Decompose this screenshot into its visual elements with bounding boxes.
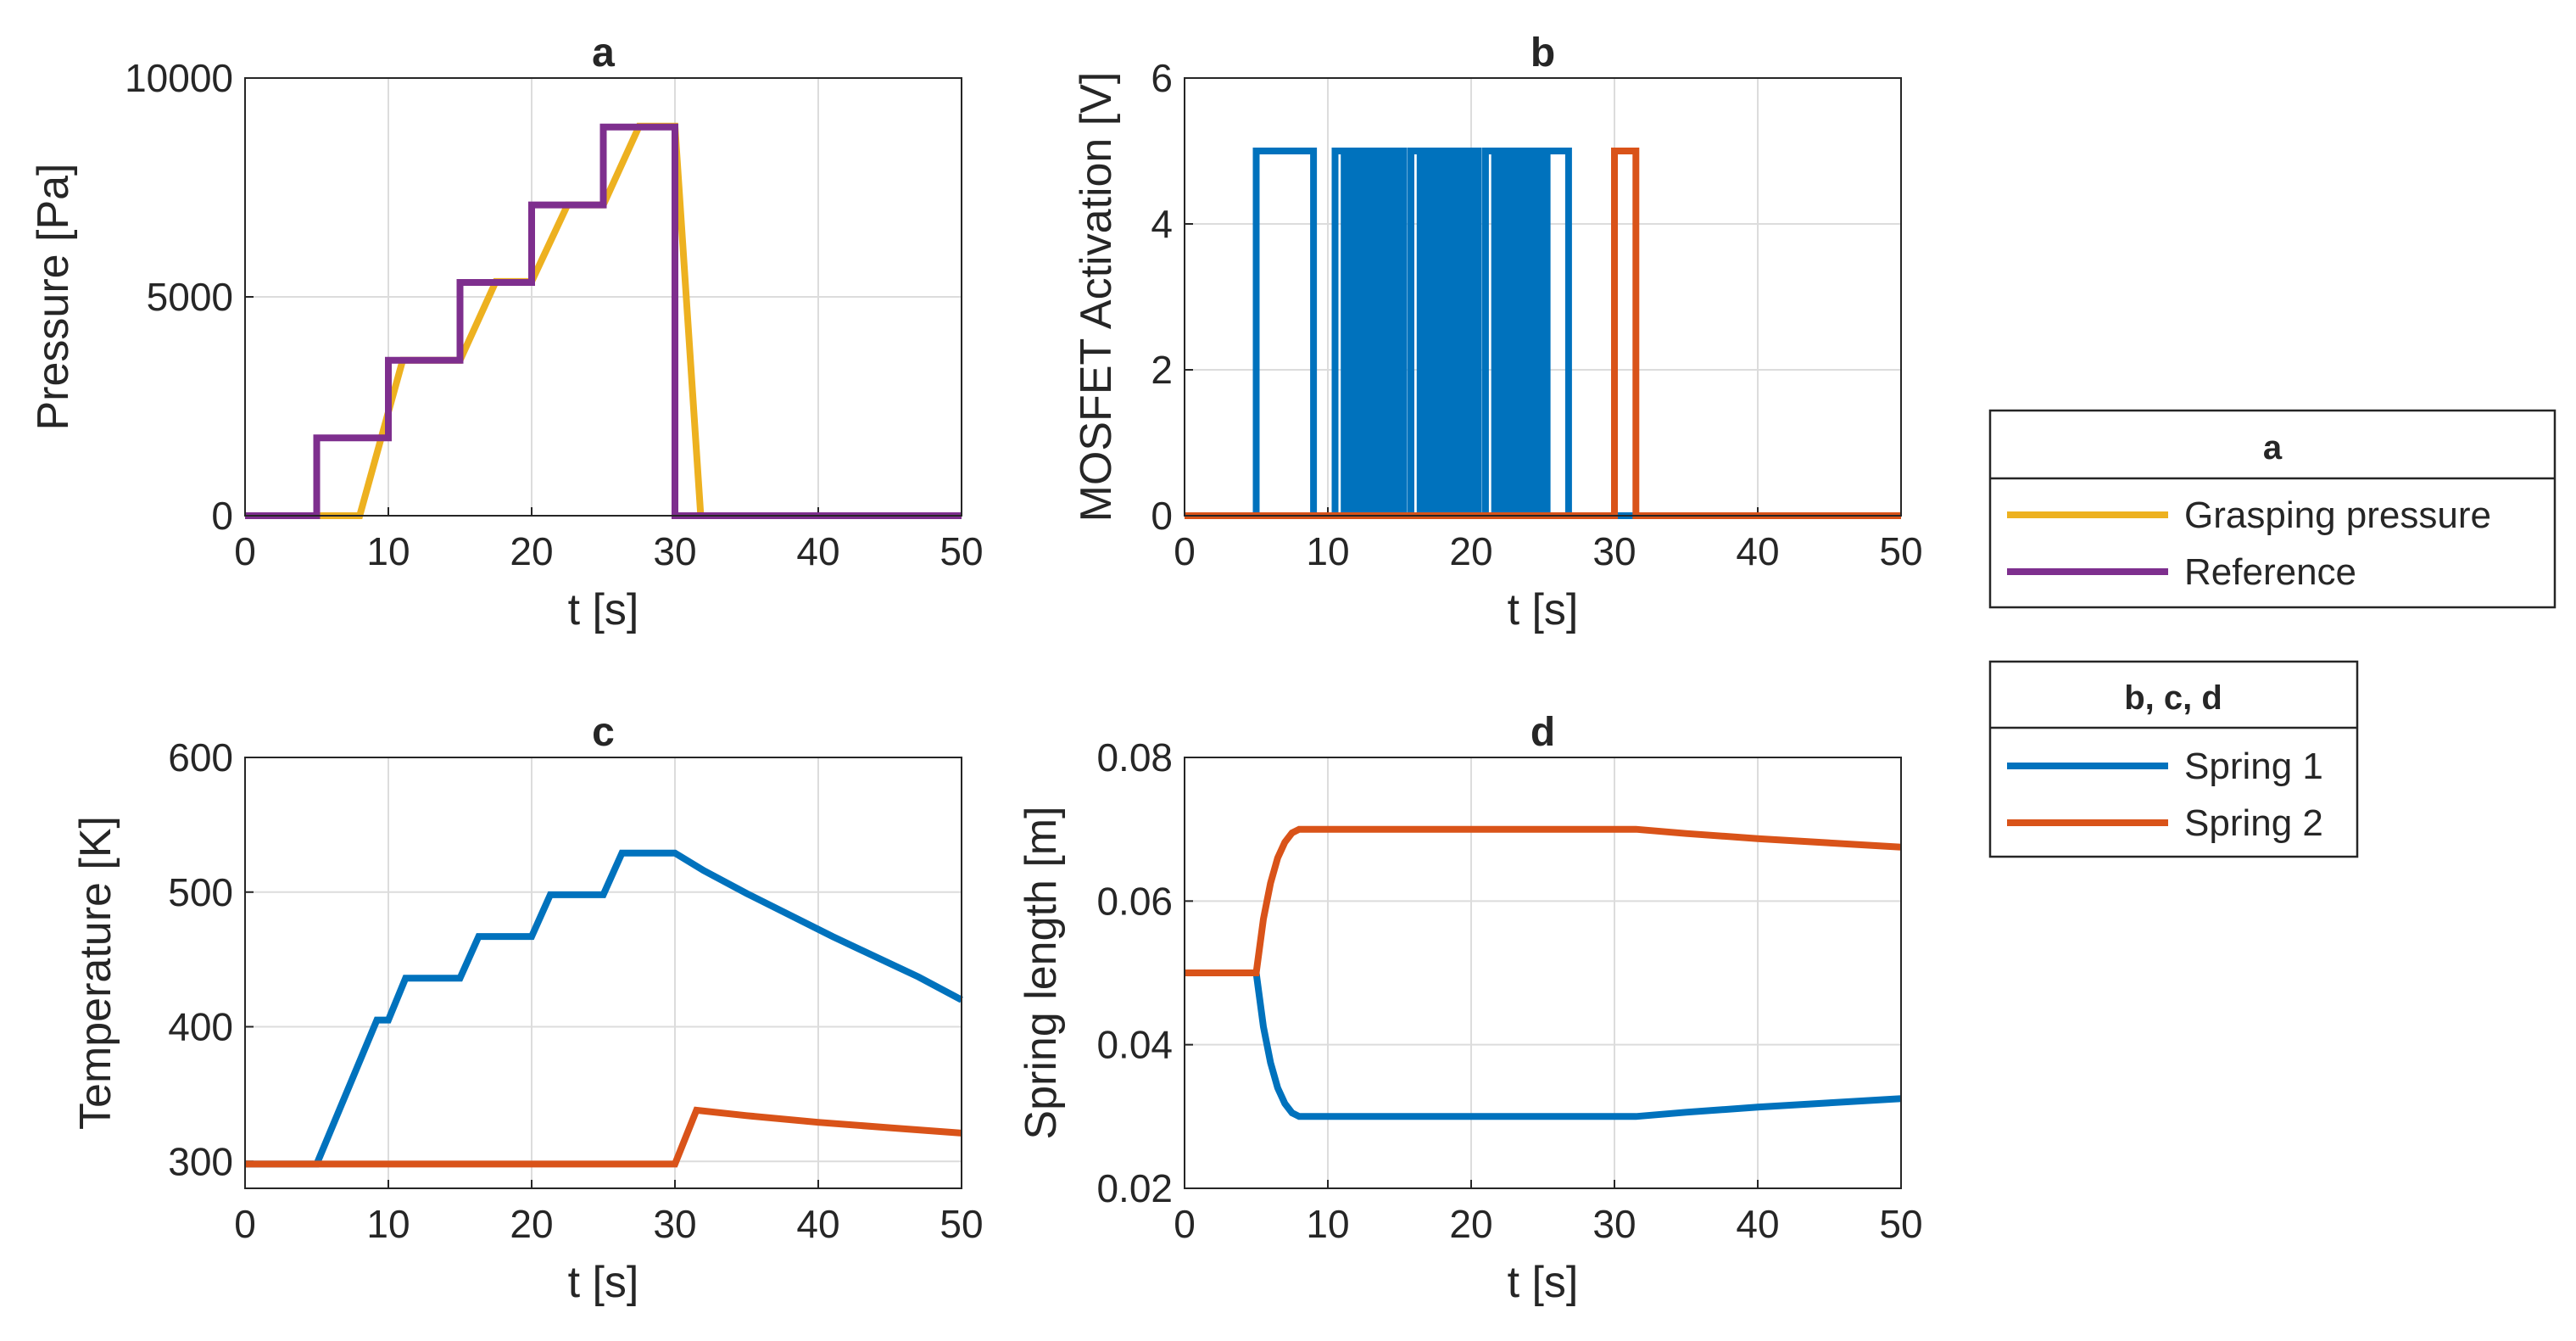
panel-b-xtick-label: 10 bbox=[1306, 529, 1349, 573]
panel-a-series-reference bbox=[245, 123, 962, 519]
panel-c-ylabel: Temperature [K] bbox=[71, 816, 120, 1130]
legend-a-label-reference: Reference bbox=[2184, 551, 2356, 593]
panel-d-xtick-label: 0 bbox=[1174, 1202, 1196, 1246]
panel-a-ytick-label: 5000 bbox=[147, 275, 233, 319]
legend-bcd-title: b, c, d bbox=[2124, 679, 2222, 717]
legend-a: a Grasping pressure Reference bbox=[1988, 409, 2556, 609]
panel-d-ytick-label: 0.06 bbox=[1096, 879, 1173, 923]
panel-b-xtick-label: 40 bbox=[1736, 529, 1779, 573]
panel-d-xtick-label: 20 bbox=[1449, 1202, 1492, 1246]
panel-c-xtick-label: 30 bbox=[653, 1202, 696, 1246]
panel-a-xtick-label: 10 bbox=[366, 529, 410, 573]
panel-d-ylabel: Spring length [m] bbox=[1017, 806, 1066, 1139]
panel-a-ytick-label: 10000 bbox=[125, 56, 233, 100]
panel-d-series-spring-2 bbox=[1185, 825, 1902, 976]
panel-c-frame bbox=[244, 757, 962, 1189]
panel-b-series-spring-1 bbox=[1185, 148, 1901, 519]
panel-d-ytick-label: 0.04 bbox=[1096, 1023, 1173, 1067]
panel-c-ytick-label: 400 bbox=[168, 1005, 233, 1049]
panel-a-xtick-label: 50 bbox=[940, 529, 983, 573]
legend-bcd-label-spring1: Spring 1 bbox=[2184, 746, 2323, 787]
panel-c-ytick-label: 600 bbox=[168, 735, 233, 779]
panel-c-ytick-label: 500 bbox=[168, 870, 233, 914]
legend-bcd-label-spring2: Spring 2 bbox=[2184, 802, 2323, 844]
panel-b-frame bbox=[1184, 77, 1902, 517]
panel-b-xtick-label: 50 bbox=[1879, 529, 1922, 573]
panel-c-xtick-label: 50 bbox=[940, 1202, 983, 1246]
panel-b-xtick-label: 30 bbox=[1592, 529, 1636, 573]
panel-b-series-spring-1-dense-band bbox=[1491, 151, 1543, 516]
panel-a-title: a bbox=[592, 31, 615, 75]
panel-a-ylabel: Pressure [Pa] bbox=[29, 163, 78, 430]
panel-d-series-spring-1 bbox=[1185, 969, 1902, 1120]
panel-a-xlabel: t [s] bbox=[568, 585, 639, 634]
legend-bcd: b, c, d Spring 1 Spring 2 bbox=[1988, 660, 2359, 858]
panel-b-ytick-label: 6 bbox=[1151, 56, 1173, 100]
panel-a-ytick-label: 0 bbox=[211, 494, 233, 538]
panel-c-xtick-label: 10 bbox=[366, 1202, 410, 1246]
panel-b-xlabel: t [s] bbox=[1508, 585, 1579, 634]
panel-a: 0 10 20 30 40 50 0 5000 10000 a t [s] Pressure [Pa] bbox=[29, 31, 984, 634]
panel-b-series-spring-1-dense-band bbox=[1416, 151, 1477, 516]
panel-d-xlabel: t [s] bbox=[1508, 1258, 1579, 1307]
panel-b-title: b bbox=[1531, 31, 1555, 75]
panel-c-xlabel: t [s] bbox=[568, 1258, 639, 1307]
panel-a-frame bbox=[244, 77, 962, 517]
panel-d-xtick-label: 30 bbox=[1592, 1202, 1636, 1246]
panel-c-series-spring-1 bbox=[245, 849, 963, 1168]
panel-a-xtick-label: 20 bbox=[510, 529, 553, 573]
panel-b-series-spring-1-dense-band bbox=[1341, 151, 1402, 516]
panel-b-xtick-label: 0 bbox=[1174, 529, 1196, 573]
legend-a-title: a bbox=[2263, 429, 2283, 467]
panel-c-xtick-label: 40 bbox=[796, 1202, 839, 1246]
panel-d: 0 10 20 30 40 50 0.02 0.04 0.06 0.08 d t [s] Spring … bbox=[1017, 710, 1923, 1307]
panel-c-series-spring-2 bbox=[245, 1106, 962, 1168]
panel-d-xtick-label: 50 bbox=[1879, 1202, 1922, 1246]
panel-c-xtick-label: 0 bbox=[234, 1202, 256, 1246]
panel-b-ytick-label: 2 bbox=[1151, 348, 1173, 392]
panel-d-plot-area bbox=[1184, 757, 1902, 1189]
panel-d-title: d bbox=[1531, 710, 1555, 755]
panel-b-xtick-label: 20 bbox=[1449, 529, 1492, 573]
panel-a-xtick-label: 0 bbox=[234, 529, 256, 573]
panel-d-xtick-label: 40 bbox=[1736, 1202, 1779, 1246]
panel-a-xtick-label: 30 bbox=[653, 529, 696, 573]
panel-c-xtick-label: 20 bbox=[510, 1202, 553, 1246]
panel-b: 0 10 20 30 40 50 0 2 4 6 b t [s] MOSFET Activation [… bbox=[1072, 31, 1923, 634]
panel-c: 0 10 20 30 40 50 300 400 500 600 c t [s] Temperature… bbox=[71, 710, 984, 1307]
panel-c-plot-area bbox=[244, 757, 962, 1189]
panel-d-ytick-label: 0.02 bbox=[1096, 1166, 1173, 1210]
panel-c-ytick-label: 300 bbox=[168, 1139, 233, 1183]
panel-c-title: c bbox=[592, 710, 615, 755]
panel-a-xtick-label: 40 bbox=[796, 529, 839, 573]
panel-a-series-grasping-pressure bbox=[245, 122, 962, 519]
panel-b-ylabel: MOSFET Activation [V] bbox=[1072, 72, 1121, 522]
panel-d-ytick-label: 0.08 bbox=[1096, 735, 1173, 779]
panel-b-ytick-label: 0 bbox=[1151, 494, 1173, 538]
panel-b-ytick-label: 4 bbox=[1151, 202, 1173, 246]
panel-d-frame bbox=[1184, 757, 1902, 1189]
panel-d-xtick-label: 10 bbox=[1306, 1202, 1349, 1246]
legend-a-label-grasping: Grasping pressure bbox=[2184, 494, 2491, 536]
